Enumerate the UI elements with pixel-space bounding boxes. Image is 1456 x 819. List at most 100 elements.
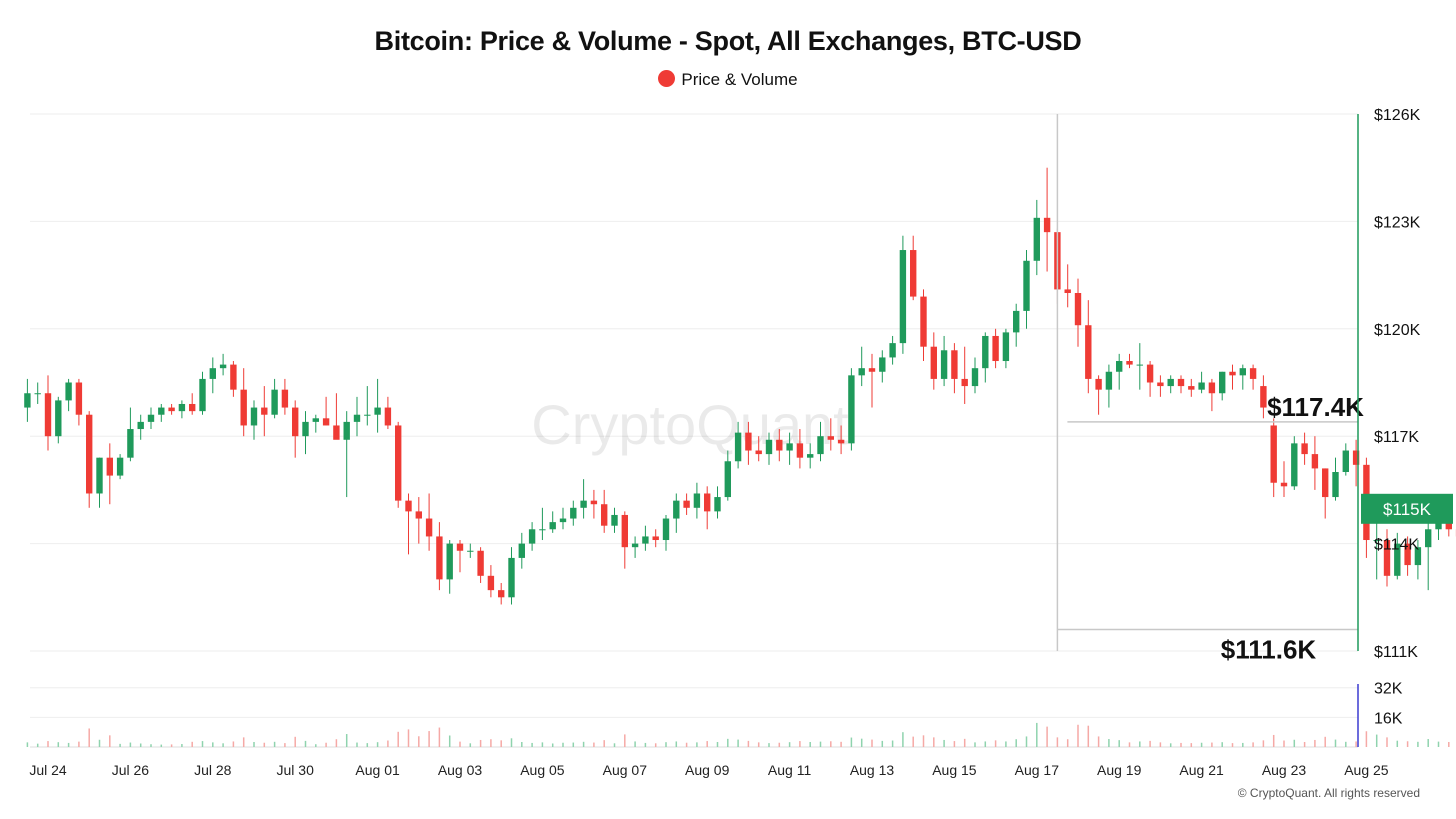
volume-bar: [706, 741, 708, 747]
candle-body: [189, 403, 196, 412]
volume-bar: [737, 739, 739, 747]
candle-body: [1105, 371, 1113, 390]
volume-bar: [1200, 742, 1203, 747]
candle: [559, 507, 567, 530]
candle: [858, 346, 865, 387]
volume-bar: [819, 741, 822, 747]
candle: [178, 400, 186, 419]
x-tick-label: Aug 01: [355, 762, 400, 778]
candle: [1177, 375, 1185, 394]
candle-body: [745, 432, 752, 451]
candle: [776, 429, 783, 462]
volume-bar: [150, 744, 152, 747]
candle: [158, 403, 165, 422]
volume-bar: [974, 742, 976, 747]
candle: [611, 507, 618, 533]
candle: [961, 346, 968, 404]
candle: [755, 436, 762, 462]
volume-bar: [696, 742, 698, 747]
volume-tick-label: 16K: [1374, 710, 1403, 727]
legend-dot: [658, 70, 676, 87]
candle-body: [693, 493, 701, 508]
volume-bar: [644, 742, 647, 747]
candle-body: [621, 514, 628, 548]
volume-bar: [294, 736, 296, 747]
candle-body: [1239, 368, 1246, 376]
volume-bar: [757, 742, 760, 747]
candle: [1208, 378, 1216, 412]
candle: [807, 443, 814, 469]
candle-body: [807, 454, 814, 458]
candle-body: [1146, 364, 1154, 383]
candle: [1126, 353, 1133, 369]
candle: [662, 514, 670, 551]
candle-body: [704, 493, 711, 512]
legend[interactable]: Price & Volume: [0, 70, 1456, 90]
volume-bar: [284, 743, 286, 747]
volume-bar: [325, 742, 327, 747]
x-tick-label: Jul 26: [112, 762, 150, 778]
candle: [528, 522, 536, 551]
candle-body: [837, 439, 845, 444]
candle: [96, 457, 103, 508]
candle-body: [848, 375, 855, 444]
volume-bar: [98, 739, 101, 747]
volume-bar: [881, 740, 884, 747]
candle-body: [827, 436, 834, 440]
candle: [1239, 364, 1246, 390]
candle: [106, 443, 113, 505]
volume-bar: [1417, 741, 1419, 747]
price-axis: $111K $114K $117K $120K $123K $126K $115K: [1357, 107, 1453, 661]
candle-body: [168, 407, 175, 412]
volume-bar: [366, 743, 369, 747]
volume-bar: [850, 737, 853, 747]
candle: [827, 418, 834, 451]
candle: [65, 378, 72, 412]
candle: [271, 378, 278, 419]
volume-bar: [222, 743, 224, 747]
candle-body: [662, 518, 670, 541]
volume-bar: [1272, 734, 1275, 747]
candle: [848, 368, 855, 451]
candle-body: [86, 414, 93, 494]
volume-bar: [953, 741, 956, 747]
candle: [343, 411, 350, 498]
volume-bar: [1375, 734, 1378, 747]
candle: [189, 393, 196, 415]
candle-body: [1208, 382, 1216, 394]
price-tick-label: $111K: [1374, 644, 1418, 661]
volume-bar: [1334, 739, 1337, 747]
volume-bar: [1448, 741, 1450, 747]
volume-bar: [397, 731, 399, 747]
candle-body: [714, 497, 721, 512]
candle: [209, 357, 216, 394]
x-tick-label: Aug 25: [1344, 762, 1389, 778]
candle-body: [250, 407, 258, 426]
x-tick-label: Aug 11: [768, 762, 812, 778]
candle: [683, 493, 690, 515]
volume-bar: [160, 744, 163, 747]
volume-bar: [778, 742, 781, 747]
volume-bar: [1180, 742, 1182, 747]
volume-bar: [273, 741, 276, 747]
volume-bar: [500, 740, 502, 747]
volume-bar: [67, 742, 70, 747]
candle: [1064, 264, 1071, 308]
candle-body: [1095, 378, 1102, 390]
candle-body: [487, 575, 495, 591]
volume-bar: [799, 741, 801, 747]
candle-body: [106, 457, 113, 476]
volume-bar: [1149, 740, 1151, 747]
range-annotations: $117.4K $111.6K: [1056, 114, 1364, 665]
volume-bar: [768, 743, 770, 747]
candle: [621, 511, 628, 569]
volume-bar: [479, 739, 482, 747]
volume-bar: [747, 740, 750, 747]
candle-body: [477, 550, 484, 576]
candle-body: [302, 421, 309, 437]
volume-bar: [871, 739, 873, 747]
candle: [899, 235, 907, 354]
candle-body: [230, 364, 237, 390]
candle-body: [601, 504, 608, 526]
